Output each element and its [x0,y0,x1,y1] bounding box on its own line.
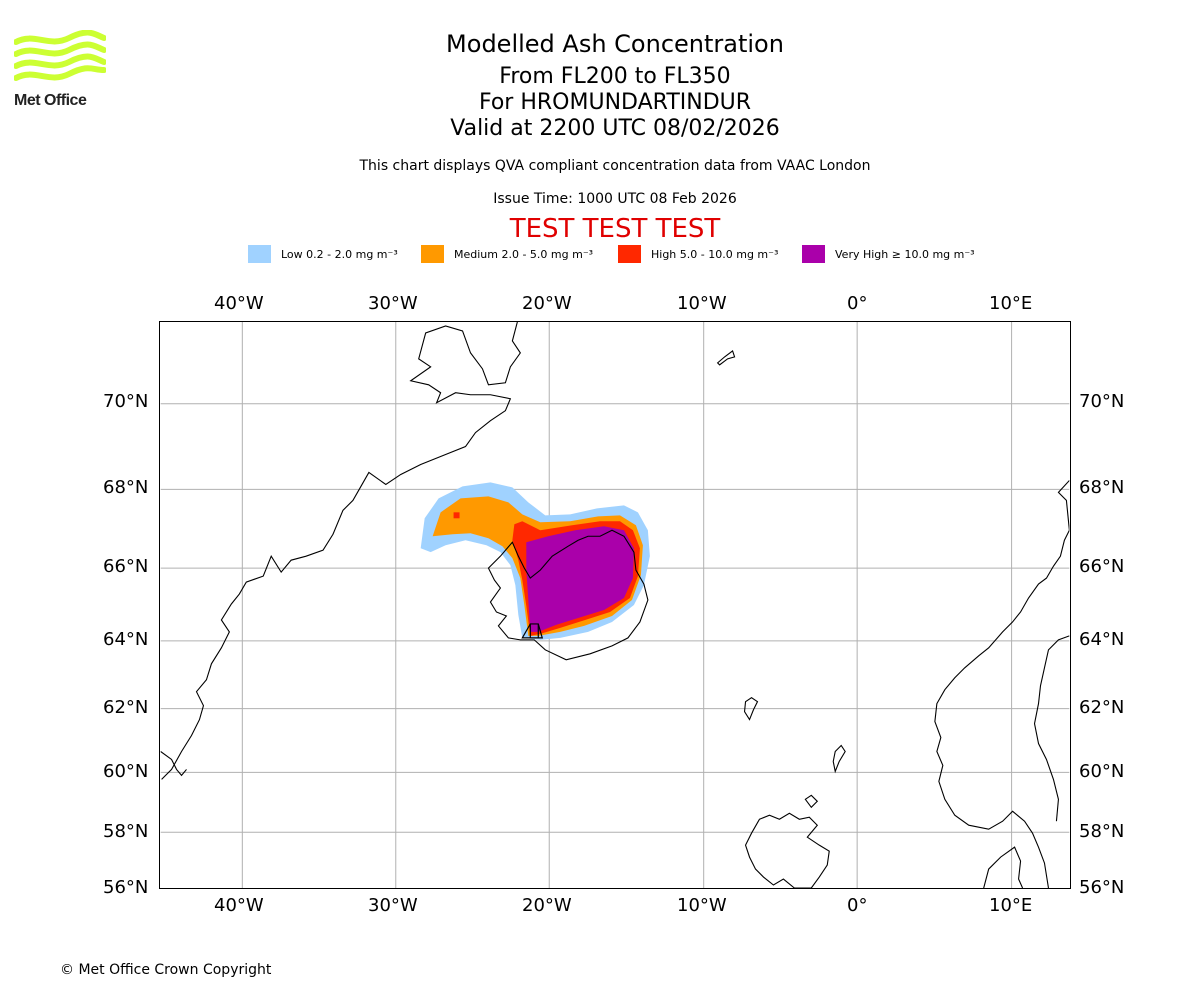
lat-label-right-62n: 62°N [1079,697,1125,718]
volcano-marker-icon [521,623,544,639]
issue-time: Issue Time: 1000 UTC 08 Feb 2026 [493,191,737,207]
legend-label-very-high: Very High ≥ 10.0 mg m⁻³ [835,247,975,261]
lat-label-left-64n: 64°N [103,629,149,650]
lat-label-right-66n: 66°N [1079,556,1125,577]
legend-item-very-high: Very High ≥ 10.0 mg m⁻³ [802,244,975,264]
lat-label-right-60n: 60°N [1079,761,1125,782]
lon-label-top-20w: 20°W [522,293,572,314]
valid-time: Valid at 2200 UTC 08/02/2026 [450,116,780,141]
chart-title: Modelled Ash Concentration [446,30,784,58]
lat-label-left-56n: 56°N [103,877,149,898]
lat-label-right-64n: 64°N [1079,629,1125,650]
lon-label-bottom-30w: 30°W [368,895,418,916]
ash-high-spot [453,512,460,519]
legend-item-low: Low 0.2 - 2.0 mg m⁻³ [248,244,398,264]
lat-label-left-58n: 58°N [103,821,149,842]
lon-label-top-30w: 30°W [368,293,418,314]
coastlines [160,322,1070,888]
lon-label-top-10w: 10°W [677,293,727,314]
lat-label-left-70n: 70°N [103,391,149,412]
legend-swatch-very-high [802,245,825,263]
lon-label-bottom-10w: 10°W [677,895,727,916]
chart-subtitle: This chart displays QVA compliant concen… [359,158,871,174]
met-office-logo-icon [14,30,106,81]
flight-level-range: From FL200 to FL350 [499,64,731,89]
volcano-name: For HROMUNDARTINDUR [478,90,752,115]
lon-label-top-0: 0° [847,293,868,314]
lat-label-left-62n: 62°N [103,697,149,718]
copyright-notice: © Met Office Crown Copyright [60,962,272,978]
legend-item-high: High 5.0 - 10.0 mg m⁻³ [618,244,778,264]
legend-swatch-low [248,245,271,263]
lon-label-bottom-10e: 10°E [989,895,1033,916]
ash-concentration-map [159,321,1071,889]
legend-label-low: Low 0.2 - 2.0 mg m⁻³ [281,247,398,261]
logo-text: Met Office [14,92,87,109]
lat-label-right-68n: 68°N [1079,477,1125,498]
test-banner: TEST TEST TEST [509,214,721,244]
legend-label-high: High 5.0 - 10.0 mg m⁻³ [651,247,779,261]
lat-label-left-66n: 66°N [103,556,149,577]
lat-label-right-56n: 56°N [1079,877,1125,898]
lon-label-top-40w: 40°W [214,293,264,314]
lat-label-left-60n: 60°N [103,761,149,782]
legend-label-medium: Medium 2.0 - 5.0 mg m⁻³ [454,247,594,261]
ash-very-high-area [526,526,634,632]
lat-label-right-58n: 58°N [1079,821,1125,842]
legend-swatch-medium [421,245,444,263]
lon-label-bottom-20w: 20°W [522,895,572,916]
lon-label-bottom-40w: 40°W [214,895,264,916]
lon-label-bottom-0: 0° [847,895,868,916]
lat-label-right-70n: 70°N [1079,391,1125,412]
lon-label-top-10e: 10°E [989,293,1033,314]
lat-label-left-68n: 68°N [103,477,149,498]
legend-item-medium: Medium 2.0 - 5.0 mg m⁻³ [421,244,593,264]
legend-swatch-high [618,245,641,263]
